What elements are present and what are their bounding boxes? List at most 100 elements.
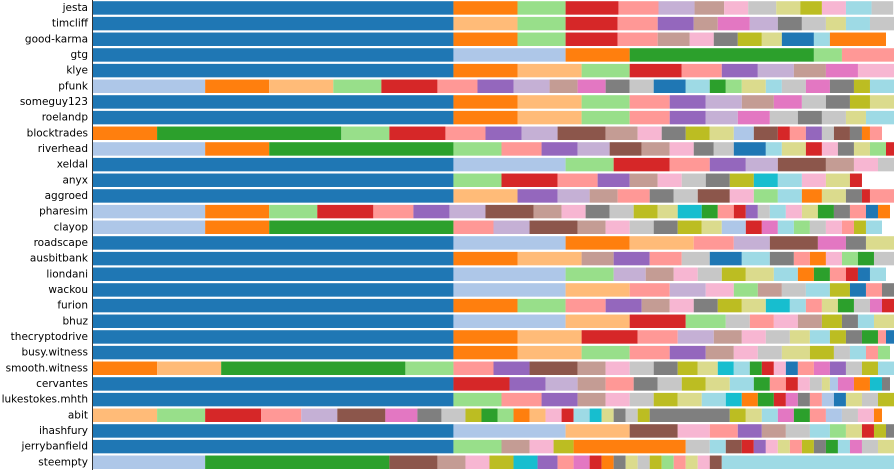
bar-segment xyxy=(817,236,846,250)
row-label: bhuz xyxy=(63,315,89,327)
bar-segment xyxy=(453,314,566,328)
bar-segment xyxy=(789,126,806,140)
bar-segment xyxy=(705,95,742,109)
bar-segment xyxy=(733,283,758,297)
bar-segment xyxy=(885,330,894,344)
bar-segment xyxy=(753,189,778,203)
row-label: ausbitbank xyxy=(30,253,89,265)
bar-segment xyxy=(93,283,454,297)
bar-segment xyxy=(849,283,866,297)
bar-segment xyxy=(93,267,454,281)
bar-segment xyxy=(721,455,894,469)
bar-segment xyxy=(853,220,866,234)
bar-segment xyxy=(705,283,734,297)
bar-segment xyxy=(829,32,886,46)
bar-segment xyxy=(605,361,630,375)
bar-segment xyxy=(769,204,786,219)
bar-segment xyxy=(825,251,842,266)
bar-segment xyxy=(453,110,518,125)
bar-segment xyxy=(485,204,534,219)
bar-segment xyxy=(453,236,566,250)
bar-segment xyxy=(629,173,658,187)
bar-segment xyxy=(517,189,558,203)
bar-segment xyxy=(833,345,850,360)
bar-segment xyxy=(93,377,454,391)
bar-segment xyxy=(441,408,466,422)
bar-segment xyxy=(805,126,822,140)
bar-segment xyxy=(581,110,630,125)
bar-segment xyxy=(561,204,586,219)
row-label: lukestokes.mhth xyxy=(2,394,88,406)
bar-segment xyxy=(541,142,578,156)
bar-segment xyxy=(705,110,738,125)
bar-segment xyxy=(677,392,702,407)
bar-segment xyxy=(853,157,878,172)
row-label: liondani xyxy=(46,268,88,280)
bar-segment xyxy=(825,63,858,78)
bar-segment xyxy=(857,63,894,78)
bar-segment xyxy=(801,189,822,203)
bar-segment xyxy=(565,48,630,62)
bar-segment xyxy=(93,173,454,187)
bar-segment xyxy=(669,95,706,109)
bar-segment xyxy=(389,126,446,140)
bar-segment xyxy=(845,16,870,31)
bar-segment xyxy=(833,204,850,219)
bar-segment xyxy=(865,283,882,297)
bar-segment xyxy=(825,157,854,172)
bar-segment xyxy=(793,220,810,234)
bar-segment xyxy=(781,32,814,46)
bar-segment xyxy=(841,314,858,328)
bar-segment xyxy=(657,16,694,31)
bar-segment xyxy=(493,220,530,234)
bar-segment xyxy=(269,79,334,93)
bar-segment xyxy=(801,204,818,219)
bar-segment xyxy=(93,32,454,46)
bar-segment xyxy=(565,298,606,313)
bar-segment xyxy=(629,220,654,234)
bar-segment xyxy=(809,345,834,360)
bar-segment xyxy=(573,439,686,454)
bar-segment xyxy=(501,142,542,156)
bar-segment xyxy=(637,330,678,344)
bar-segment xyxy=(757,63,794,78)
bar-segment xyxy=(577,361,606,375)
bar-segment xyxy=(877,345,890,360)
bar-segment xyxy=(585,204,610,219)
bar-segment xyxy=(653,220,678,234)
bar-segment xyxy=(717,16,750,31)
bar-segment xyxy=(501,439,530,454)
bar-segment xyxy=(453,439,502,454)
bar-segment xyxy=(753,377,770,391)
bar-segment xyxy=(861,189,870,203)
bar-segment xyxy=(693,298,718,313)
bar-segment xyxy=(605,298,642,313)
bar-segment xyxy=(657,377,682,391)
bar-segment xyxy=(453,16,518,31)
bar-segment xyxy=(801,95,826,109)
bar-segment xyxy=(869,95,894,109)
bar-segment xyxy=(565,157,614,172)
bar-segment xyxy=(809,251,826,266)
bar-segment xyxy=(493,361,530,375)
bar-segment xyxy=(269,204,318,219)
bar-segment xyxy=(733,236,770,250)
bar-segment xyxy=(673,189,698,203)
bar-segment xyxy=(605,79,630,93)
bar-segment xyxy=(509,377,546,391)
bar-segment xyxy=(741,79,766,93)
bar-segment xyxy=(825,16,846,31)
bar-segment xyxy=(669,298,694,313)
bar-segment xyxy=(701,392,726,407)
row-label: wackou xyxy=(48,284,88,296)
bar-segment xyxy=(221,361,406,375)
bar-segment xyxy=(765,142,782,156)
bar-segment xyxy=(697,361,718,375)
bar-segment xyxy=(581,330,638,344)
bar-segment xyxy=(777,173,802,187)
bar-segment xyxy=(869,142,886,156)
bar-segment xyxy=(449,204,486,219)
bar-segment xyxy=(849,126,862,140)
bar-segment xyxy=(589,408,602,422)
bar-segment xyxy=(93,251,454,266)
